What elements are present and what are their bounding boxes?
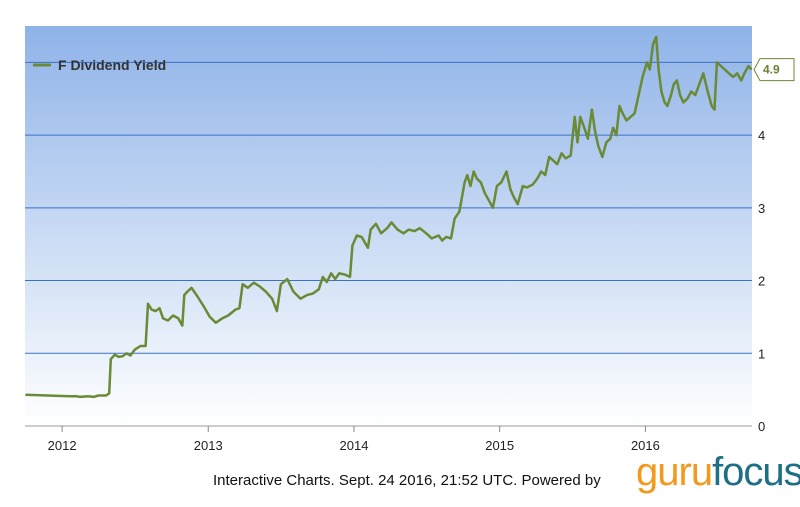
x-tick-label: 2014 bbox=[340, 438, 369, 453]
x-tick-label: 2013 bbox=[194, 438, 223, 453]
logo-focus: focus bbox=[712, 450, 800, 494]
y-tick-label: 3 bbox=[758, 201, 765, 216]
legend-label: F Dividend Yield bbox=[58, 57, 166, 73]
last-value-flag: 4.9 bbox=[753, 58, 795, 82]
gurufocus-logo[interactable]: gurufocus bbox=[636, 450, 800, 495]
series-line-dividend-yield bbox=[25, 35, 753, 399]
x-tick-label: 2012 bbox=[48, 438, 77, 453]
y-axis: 0 1 2 3 4 bbox=[758, 128, 765, 434]
y-tick-label: 4 bbox=[758, 128, 765, 143]
x-axis: 2012 2013 2014 2015 2016 bbox=[48, 426, 660, 453]
grid-lines bbox=[25, 61, 752, 427]
x-tick-label: 2015 bbox=[485, 438, 514, 453]
y-tick-label: 0 bbox=[758, 419, 765, 434]
x-tick-label: 2016 bbox=[631, 438, 660, 453]
y-tick-label: 2 bbox=[758, 274, 765, 289]
last-value-flag-shape bbox=[753, 58, 795, 82]
footer-credit: Interactive Charts. Sept. 24 2016, 21:52… bbox=[213, 472, 601, 489]
y-tick-label: 1 bbox=[758, 346, 765, 361]
legend[interactable]: F Dividend Yield bbox=[33, 57, 166, 73]
last-value-label: 4.9 bbox=[763, 63, 780, 77]
logo-guru: guru bbox=[636, 450, 713, 494]
